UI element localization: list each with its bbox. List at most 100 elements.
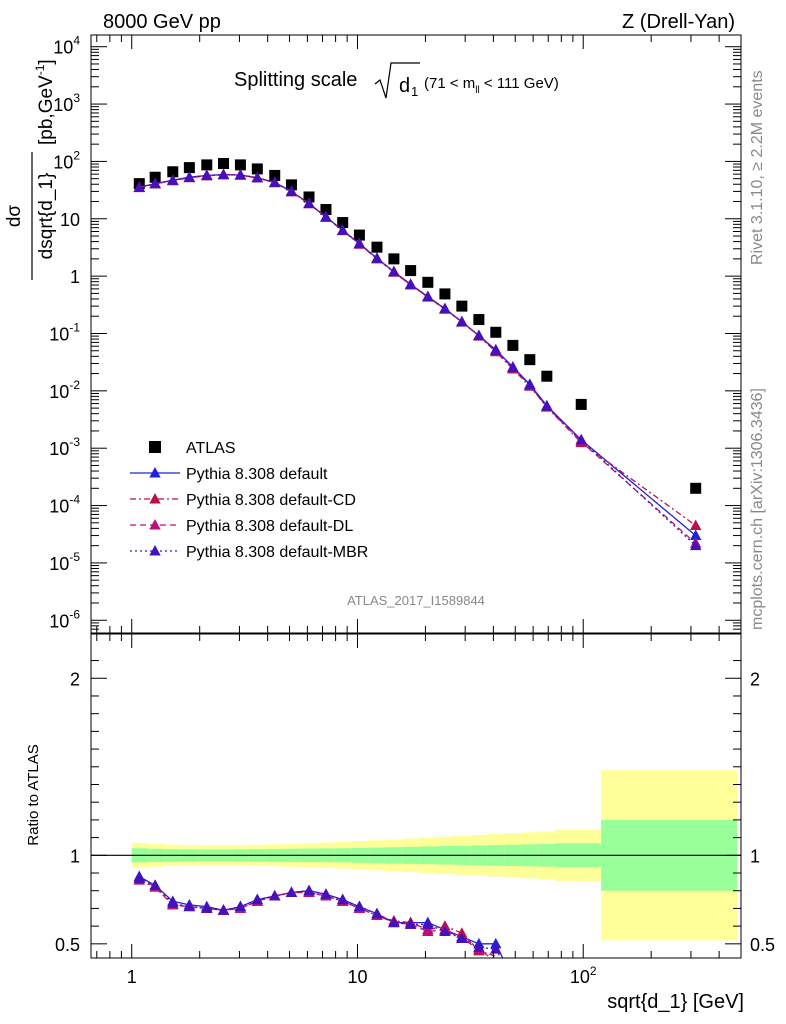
legend-marker-square (149, 441, 161, 453)
ratio-data-point (490, 937, 502, 949)
title-subscript: 1 (411, 84, 418, 99)
mc-data-point (404, 278, 417, 289)
ratio-data-point (167, 897, 179, 908)
mc-data-point (690, 519, 702, 530)
y-tick-label: 104 (53, 34, 80, 58)
atlas-data-point (473, 314, 485, 326)
ratio-ylabel: Ratio to ATLAS (25, 744, 42, 845)
ratio-data-point (201, 902, 213, 913)
mc-data-point (507, 361, 519, 373)
y-tick-label-exp: -4 (69, 493, 80, 507)
y-tick-label: 10-2 (49, 378, 80, 402)
mc-data-point (456, 315, 468, 327)
y-tick-label-base: 10 (49, 324, 69, 344)
atlas-data-point (285, 179, 297, 191)
rivet-label: Rivet 3.1.10, ≥ 2.2M events (749, 70, 766, 265)
mc-data-point (690, 539, 702, 551)
ratio-data-point (439, 925, 451, 936)
y-tick-label: 10-6 (49, 607, 80, 631)
ratio-data-point (456, 927, 468, 938)
legend-label: Pythia 8.308 default-CD (186, 492, 356, 509)
x-tick-label: 10 (347, 967, 367, 987)
mc-data-point (490, 344, 502, 355)
title-text: Splitting scale (234, 69, 357, 91)
atlas-data-point (524, 354, 536, 366)
x-tick-label: 1 (127, 967, 137, 987)
ratio-xlabel: sqrt{d_1} [GeV] (607, 991, 744, 1013)
ratio-data-point (473, 941, 485, 952)
y-tick-label: 103 (53, 91, 80, 115)
y-tick-label-base: 10 (53, 152, 73, 172)
y-tick-label-base: 10 (49, 497, 69, 517)
y-tick-label-base: 10 (53, 38, 73, 58)
legend-label: Pythia 8.308 default (186, 466, 328, 483)
y-tick-label-exp: -6 (69, 607, 80, 621)
y-tick-label-exp: 3 (73, 91, 80, 105)
ratio-data-point (456, 932, 468, 944)
y-tick-label: 10-1 (49, 320, 80, 344)
y-tick-label: 102 (53, 148, 80, 172)
ratio-series-line (138, 877, 493, 958)
ratio-frame (90, 633, 742, 959)
mcplots-label: mcplots.cern.ch [arXiv:1306.3436] (749, 388, 766, 630)
mc-data-point (473, 329, 485, 341)
mc-series-line (139, 173, 697, 547)
mc-data-point (690, 529, 702, 541)
ratio-data-point (388, 916, 400, 928)
y-tick-label-base: 1 (70, 267, 80, 287)
mc-data-point (149, 177, 161, 189)
main-frame (90, 34, 742, 634)
atlas-data-point (575, 398, 587, 410)
ratio-y-tick-label-right: 1 (750, 846, 760, 866)
ratio-data-point (371, 907, 383, 919)
ratio-data-point (234, 900, 247, 912)
atlas-data-point (269, 169, 281, 181)
atlas-data-point (353, 229, 365, 241)
y-tick-label: 10-5 (49, 550, 80, 574)
legend-marker-triangle (149, 493, 161, 504)
ratio-data-point (404, 918, 417, 929)
legend-marker-triangle (149, 467, 161, 478)
y-tick-label-exp: 4 (73, 34, 80, 48)
title-range: (71 < mll < 111 GeV) (424, 75, 559, 96)
mc-data-point (541, 400, 553, 411)
sqrt-sign (374, 62, 420, 99)
x-tick-label-exp: 2 (590, 964, 597, 978)
atlas-data-point (167, 166, 179, 178)
ratio-data-point (320, 888, 332, 899)
atlas-data-point (422, 276, 434, 288)
mc-data-point (320, 210, 332, 222)
atlas-data-point (201, 159, 213, 171)
ratio-data-point (422, 918, 434, 929)
y-tick-label-exp: 2 (73, 148, 80, 162)
atlas-data-point (183, 162, 195, 174)
mc-data-point (439, 302, 451, 314)
y-tick-label-base: 10 (49, 439, 69, 459)
mc-data-point (183, 171, 196, 182)
mc-data-point (133, 181, 145, 192)
mc-data-point (524, 378, 536, 390)
ylabel-numerator: dσ (4, 205, 25, 228)
atlas-data-point (303, 191, 315, 203)
header-left: 8000 GeV pp (103, 11, 221, 33)
atlas-data-point (149, 171, 161, 183)
y-tick-label: 10-4 (49, 493, 80, 517)
title-symbol: d (399, 75, 410, 97)
mc-data-point (251, 171, 264, 183)
ratio-plot-content (91, 770, 741, 958)
header-right: Z (Drell-Yan) (622, 11, 735, 33)
ratio-data-point (269, 890, 281, 901)
mc-data-point (217, 168, 230, 180)
mc-data-point (336, 224, 349, 235)
y-tick-label: 10 (60, 210, 80, 230)
atlas-data-point (218, 157, 230, 169)
ratio-series-line (139, 877, 502, 958)
legend-label: ATLAS (186, 440, 236, 457)
atlas-data-point (690, 482, 702, 494)
ratio-data-point (303, 884, 315, 896)
atlas-data-point (320, 204, 332, 216)
y-tick-label: 10-3 (49, 435, 80, 459)
